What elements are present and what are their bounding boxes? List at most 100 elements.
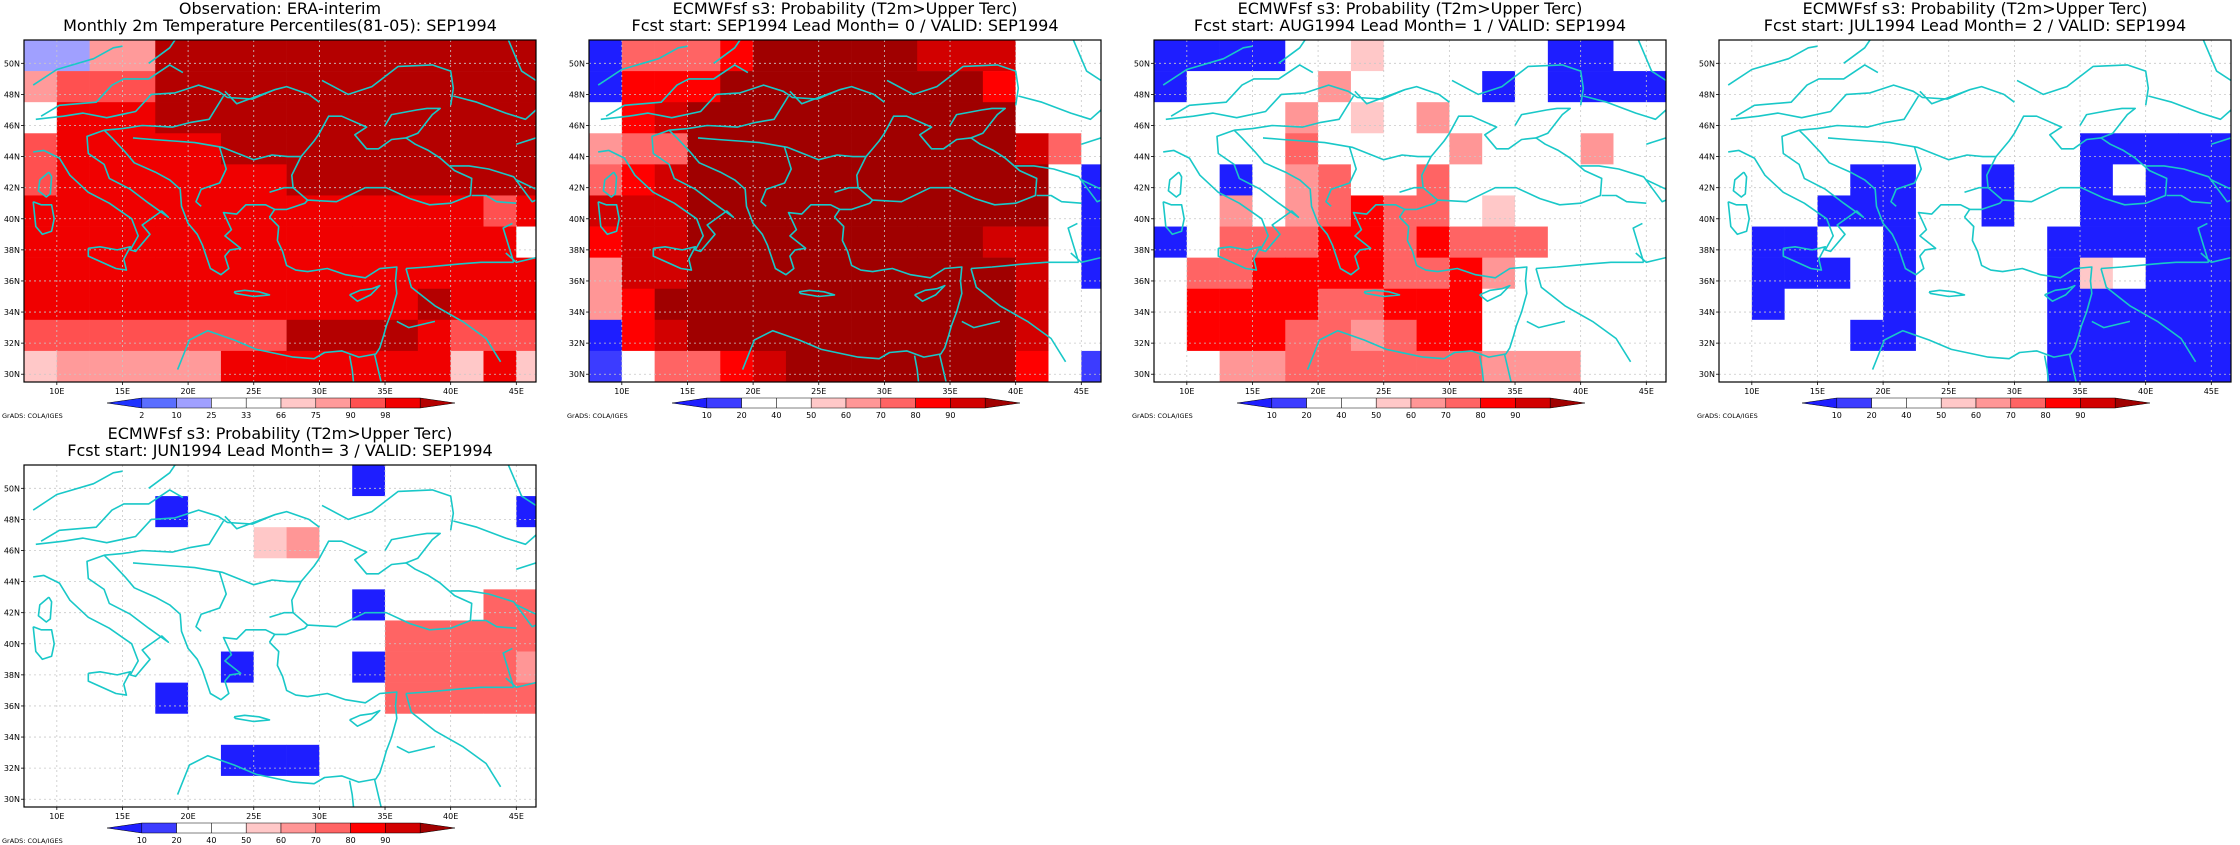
coastline (834, 186, 859, 194)
heatmap-cell (1081, 257, 1102, 290)
heatmap-cell (122, 319, 156, 352)
heatmap-cell (450, 102, 484, 134)
heatmap-cell (319, 558, 353, 590)
coastline (453, 520, 536, 546)
coastline (195, 572, 227, 632)
coastline (40, 64, 184, 117)
heatmap-cell (220, 527, 255, 559)
x-tick-label: 40E (443, 812, 458, 821)
heatmap-cell (1646, 288, 1667, 321)
heatmap-cell (1081, 40, 1102, 72)
heatmap-cell (286, 713, 320, 746)
heatmap-cell (1784, 350, 1818, 383)
coastline (1583, 95, 1666, 121)
heatmap-cell (982, 40, 1016, 72)
colorbar-segment (1940, 397, 1977, 409)
heatmap-cell (785, 40, 820, 72)
heatmap-cell (1915, 350, 1950, 383)
colorbar-segment (984, 397, 1021, 409)
heatmap-cell (352, 102, 386, 134)
coastline (741, 216, 963, 370)
heatmap-cell (319, 288, 353, 321)
heatmap-cell (720, 164, 754, 196)
colorbar-label: 33 (241, 411, 251, 420)
heatmap-cell (1883, 350, 1917, 383)
coastline (668, 129, 841, 276)
colorbar-label: 2 (139, 411, 144, 420)
colorbar-segment (1236, 397, 1273, 409)
heatmap-cell (753, 195, 787, 227)
coastline (1262, 137, 1431, 161)
heatmap-cell (319, 133, 353, 165)
heatmap-cell (286, 350, 320, 383)
heatmap-cell (417, 133, 451, 165)
colorbar-segment (776, 397, 812, 409)
heatmap-cell (2211, 195, 2232, 227)
y-tick-label: 46N (569, 122, 585, 131)
heatmap-cell (286, 319, 320, 352)
coastline (507, 40, 536, 82)
heatmap-cell (687, 40, 721, 72)
heatmap-cell (1850, 319, 1884, 352)
y-tick-label: 32N (1134, 339, 1150, 348)
heatmap-cell (589, 350, 623, 383)
heatmap-cell (385, 71, 419, 103)
y-tick-label: 46N (4, 547, 20, 556)
heatmap-cell (1751, 102, 1785, 134)
heatmap-cell (1981, 102, 2015, 134)
colorbar-label: 60 (841, 411, 851, 420)
heatmap-cell (56, 465, 90, 497)
coastline (349, 284, 381, 303)
heatmap-cell (220, 682, 255, 715)
y-tick-label: 48N (569, 90, 585, 99)
heatmap-cell (286, 465, 320, 497)
heatmap-cell (89, 775, 123, 808)
coastline (1167, 171, 1183, 198)
heatmap-cell (155, 71, 189, 103)
heatmap-cell (654, 257, 688, 290)
heatmap-cell (982, 350, 1016, 383)
coastline (1799, 95, 1920, 131)
coastline (1798, 129, 1971, 276)
coastline (798, 289, 836, 298)
colorbar-segment (211, 397, 247, 409)
heatmap-cell (319, 195, 353, 227)
y-tick-label: 42N (569, 184, 585, 193)
heatmap-cell (1350, 195, 1385, 227)
x-tick-label: 30E (2007, 387, 2022, 396)
heatmap-cell (385, 620, 419, 652)
heatmap-cell (286, 102, 320, 134)
heatmap-cell (188, 558, 222, 590)
heatmap-cell (2080, 226, 2114, 258)
heatmap-cell (884, 195, 918, 227)
heatmap-cell (1646, 319, 1667, 352)
heatmap-cell (122, 744, 156, 777)
heatmap-cell (385, 589, 419, 621)
heatmap-cell (483, 350, 517, 383)
heatmap-cell (1048, 71, 1082, 103)
heatmap-cell (24, 775, 58, 808)
heatmap-cell (950, 257, 984, 290)
coastline (2202, 40, 2231, 82)
heatmap-cell (483, 558, 517, 590)
heatmap-cell (188, 589, 222, 621)
coastline (373, 778, 382, 807)
coastline (502, 647, 515, 688)
colorbar-segment (915, 397, 951, 409)
heatmap-cell (385, 496, 419, 528)
grads-credit: GrADS: COLA/IGES (1132, 412, 1193, 420)
heatmap-cell (286, 775, 320, 808)
heatmap-cell (483, 620, 517, 652)
heatmap-cell (1817, 164, 1851, 196)
colorbar-segment (2080, 397, 2116, 409)
heatmap-cell (1751, 350, 1785, 383)
coastline (602, 171, 618, 198)
coastline (405, 261, 514, 270)
coastline (35, 509, 320, 546)
heatmap-cell (851, 350, 885, 383)
heatmap-cell (1719, 40, 1753, 72)
colorbar-label: 40 (1901, 411, 1911, 420)
heatmap-cell (89, 288, 123, 321)
heatmap-cell (2014, 102, 2048, 134)
y-tick-label: 42N (4, 184, 20, 193)
